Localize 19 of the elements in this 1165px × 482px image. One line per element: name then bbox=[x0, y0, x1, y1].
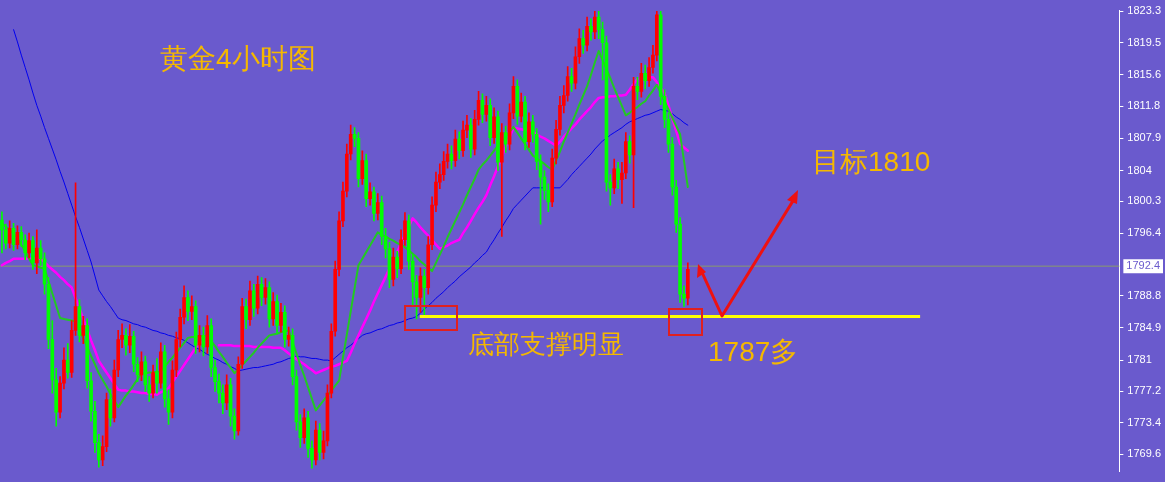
y-tick-label: 1819.5 bbox=[1127, 35, 1162, 48]
y-tick-label: 1781 bbox=[1127, 353, 1152, 366]
text: 黄金4小时图 bbox=[160, 42, 316, 76]
y-tick-label: 1800.3 bbox=[1127, 194, 1162, 207]
y-tick-label: 1815.6 bbox=[1127, 67, 1162, 80]
y-tick-label: 1788.8 bbox=[1127, 288, 1162, 301]
y-tick-label: 1796.4 bbox=[1127, 226, 1162, 239]
y-tick-label: 1777.2 bbox=[1127, 384, 1162, 397]
y-tick-label: 1769.6 bbox=[1127, 447, 1162, 460]
y-tick-label: 1784.9 bbox=[1127, 321, 1162, 333]
y-tick-label: 1823.3 bbox=[1127, 4, 1162, 17]
ref-line-label: 底部支撑明显 bbox=[467, 328, 624, 359]
y-tick-label: 1807.9 bbox=[1127, 131, 1162, 144]
text: 目标1810 bbox=[812, 145, 931, 179]
y-tick-label: 1811.8 bbox=[1127, 99, 1161, 112]
text: 1787多 bbox=[708, 335, 799, 369]
ref-line-label: 1792.4 bbox=[1126, 259, 1161, 272]
y-tick-label: 1773.4 bbox=[1127, 415, 1162, 428]
y-tick-label: 1804 bbox=[1127, 163, 1152, 176]
